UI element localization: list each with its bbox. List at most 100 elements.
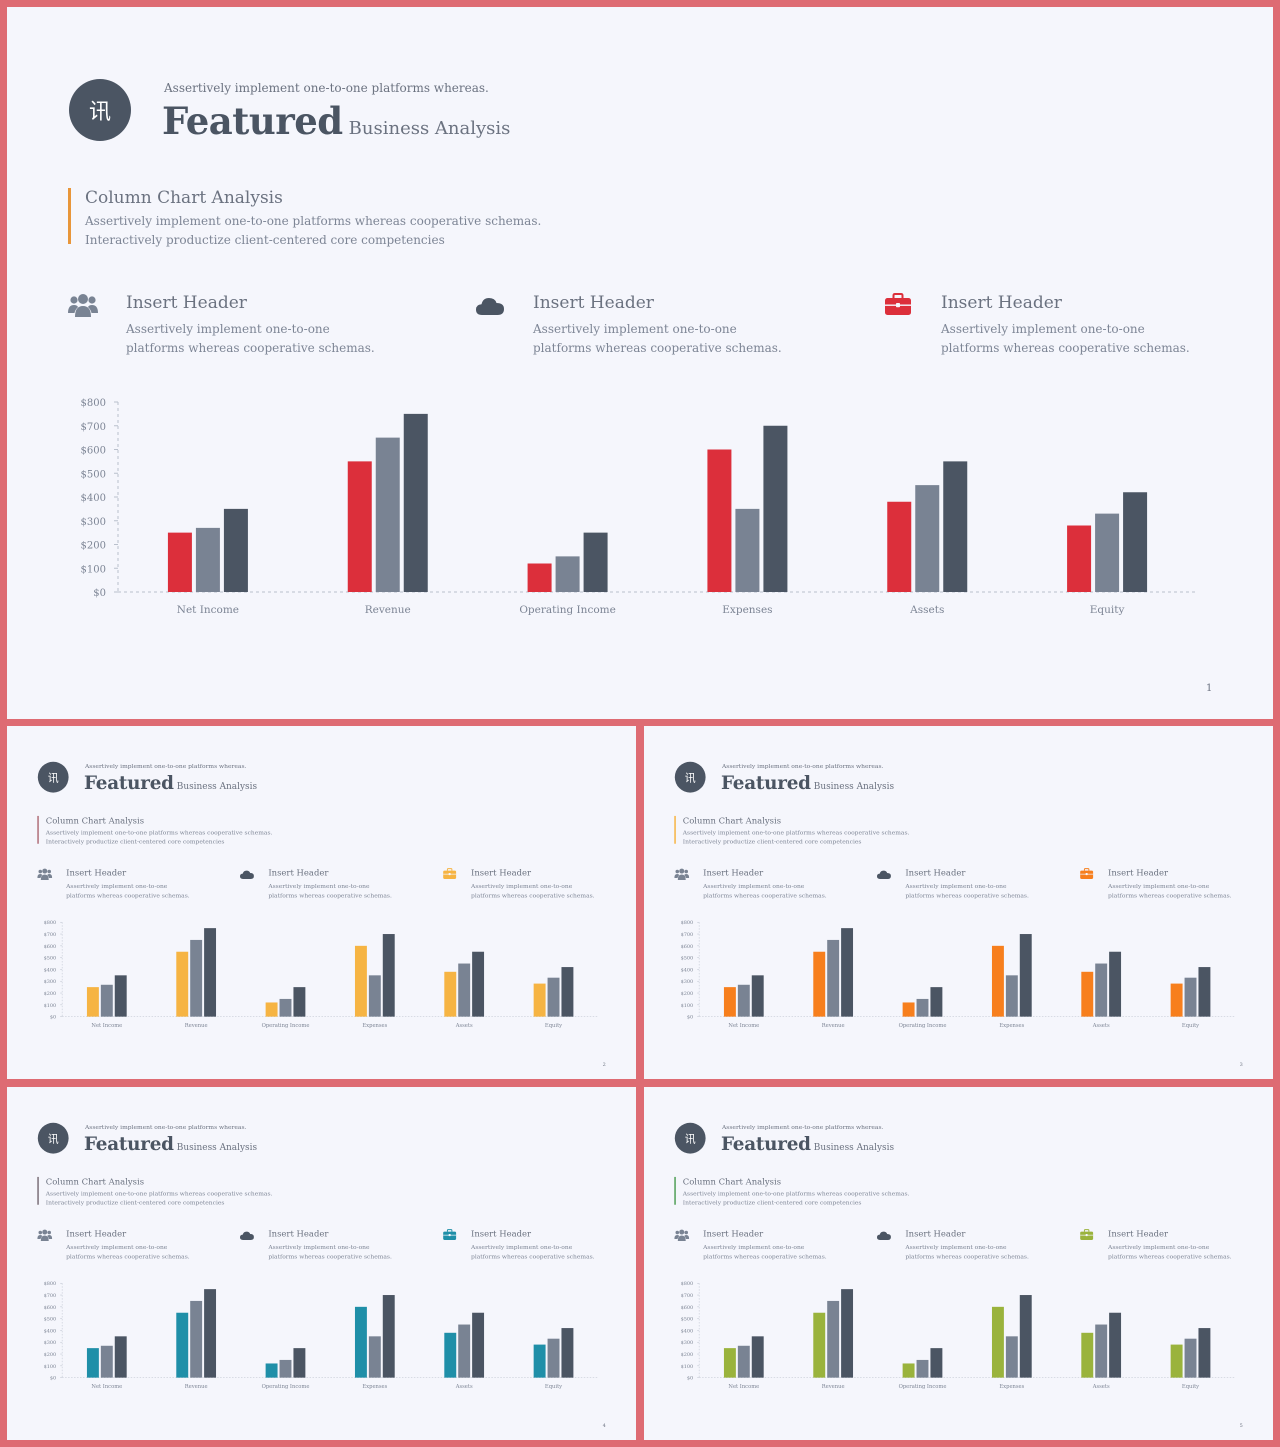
y-tick-label: $200 [44, 991, 57, 997]
slide-canvas: 讯 Assertively implement one-to-one platf… [7, 7, 1273, 719]
section-title: Column Chart Analysis [45, 1176, 145, 1187]
y-tick-label: $100 [681, 1003, 694, 1009]
page-number: 4 [602, 1422, 606, 1429]
page-title: Featured Business Analysis [84, 772, 257, 794]
y-tick-label: $400 [44, 967, 57, 973]
bar-revenue-3 [403, 413, 428, 592]
x-tick-label: Assets [1092, 1023, 1110, 1029]
feature-title: Insert Header [268, 868, 329, 879]
x-tick-label: Equity [1090, 604, 1125, 616]
feature-title: Insert Header [1108, 1229, 1169, 1240]
feature-text: Assertively implement one-to-one platfor… [66, 1243, 190, 1260]
briefcase-icon [443, 1229, 457, 1241]
y-tick-label: $800 [44, 1281, 57, 1287]
x-tick-label: Assets [909, 604, 944, 616]
bar-operating-income-3 [930, 987, 943, 1017]
column-chart: $0 $100 $200 $300 $400 $500 $600 $700 $800 Net In… [681, 1281, 1236, 1390]
x-tick-label: Equity [545, 1384, 562, 1390]
title-main: Featured [84, 771, 174, 794]
bar-assets-3 [472, 951, 485, 1017]
bar-equity-2 [1095, 513, 1120, 592]
bar-assets-3 [472, 1312, 485, 1378]
page-number: 2 [602, 1061, 606, 1068]
y-tick-label: $0 [687, 1376, 693, 1382]
bar-revenue-2 [827, 1300, 840, 1378]
y-tick-label: $200 [681, 1352, 694, 1358]
users-icon [68, 294, 98, 317]
bar-equity-3 [1123, 492, 1148, 592]
x-tick-label: Revenue [185, 1384, 208, 1390]
title-subtitle: Business Analysis [348, 118, 511, 139]
y-tick-label: $700 [81, 422, 106, 433]
x-tick-label: Operating Income [519, 604, 616, 616]
y-tick-label: $400 [681, 967, 694, 973]
y-tick-label: $800 [44, 920, 57, 926]
bar-revenue-2 [190, 939, 203, 1017]
bar-revenue-3 [204, 928, 217, 1017]
bar-revenue-2 [190, 1300, 203, 1378]
bar-operating-income-1 [265, 1363, 278, 1378]
bar-net-income-2 [100, 1345, 113, 1378]
bar-equity-3 [561, 1328, 574, 1378]
title-subtitle: Business Analysis [176, 1142, 258, 1153]
slide-main[interactable]: 讯 Assertively implement one-to-one platf… [7, 7, 1273, 719]
y-tick-label: $500 [681, 956, 694, 962]
slide-canvas: 讯 Assertively implement one-to-one platf… [7, 1087, 636, 1440]
x-tick-label: Operating Income [899, 1023, 947, 1029]
bar-expenses-2 [735, 508, 760, 592]
bar-revenue-2 [827, 939, 840, 1017]
bar-equity-2 [1184, 977, 1197, 1017]
bar-operating-income-2 [916, 1359, 929, 1378]
page-title: Featured Business Analysis [84, 1133, 257, 1155]
feature-title: Insert Header [905, 868, 966, 879]
title-main: Featured [721, 771, 811, 794]
bar-revenue-3 [841, 928, 854, 1017]
x-tick-label: Expenses [362, 1384, 387, 1390]
bar-net-income-3 [114, 975, 127, 1017]
y-tick-label: $700 [681, 1293, 694, 1299]
bar-expenses-1 [991, 945, 1004, 1017]
x-tick-label: Net Income [91, 1384, 122, 1390]
y-tick-label: $100 [44, 1364, 57, 1370]
slide-thumbnail-2[interactable]: 讯 Assertively implement one-to-one platf… [7, 726, 636, 1079]
y-tick-label: $300 [681, 1340, 694, 1346]
bar-assets-1 [887, 501, 912, 592]
bar-net-income-2 [195, 527, 220, 592]
feature-title: Insert Header [1108, 868, 1169, 879]
page-number: 5 [1239, 1422, 1243, 1429]
section-block: Column Chart Analysis Assertively implem… [674, 815, 911, 845]
bar-expenses-2 [368, 1336, 381, 1378]
x-tick-label: Operating Income [899, 1384, 947, 1390]
feature-text: Assertively implement one-to-one platfor… [941, 322, 1190, 355]
slide-thumbnail-5[interactable]: 讯 Assertively implement one-to-one platf… [644, 1087, 1273, 1440]
feature-text: Assertively implement one-to-one platfor… [471, 1243, 595, 1260]
x-tick-label: Revenue [822, 1023, 845, 1029]
bar-equity-3 [1198, 1328, 1211, 1378]
bar-net-income-1 [86, 987, 99, 1017]
bar-net-income-3 [751, 1336, 764, 1378]
bar-expenses-3 [382, 1295, 395, 1378]
feature-title: Insert Header [941, 293, 1062, 313]
tagline: Assertively implement one-to-one platfor… [84, 762, 247, 770]
users-icon [37, 868, 53, 881]
y-tick-label: $200 [81, 541, 106, 552]
logo-badge: 讯 [37, 761, 69, 793]
bar-net-income-3 [223, 508, 248, 592]
x-tick-label: Net Income [728, 1384, 759, 1390]
slide-thumbnail-4[interactable]: 讯 Assertively implement one-to-one platf… [7, 1087, 636, 1440]
feature-text: Assertively implement one-to-one platfor… [126, 322, 375, 355]
bar-expenses-3 [763, 425, 788, 592]
bar-operating-income-2 [279, 998, 292, 1017]
bar-assets-2 [1095, 1324, 1108, 1378]
section-block: Column Chart Analysis Assertively implem… [37, 815, 274, 845]
title-subtitle: Business Analysis [813, 1142, 895, 1153]
bar-assets-3 [943, 461, 968, 592]
feature-title: Insert Header [471, 868, 532, 879]
column-chart: $0 $100 $200 $300 $400 $500 $600 $700 $800 Net In… [681, 920, 1236, 1029]
bar-expenses-1 [354, 945, 367, 1017]
bar-revenue-1 [176, 951, 189, 1017]
x-tick-label: Expenses [999, 1023, 1024, 1029]
x-tick-label: Assets [455, 1384, 473, 1390]
section-block: Column Chart Analysis Assertively implem… [674, 1176, 911, 1206]
slide-thumbnail-3[interactable]: 讯 Assertively implement one-to-one platf… [644, 726, 1273, 1079]
